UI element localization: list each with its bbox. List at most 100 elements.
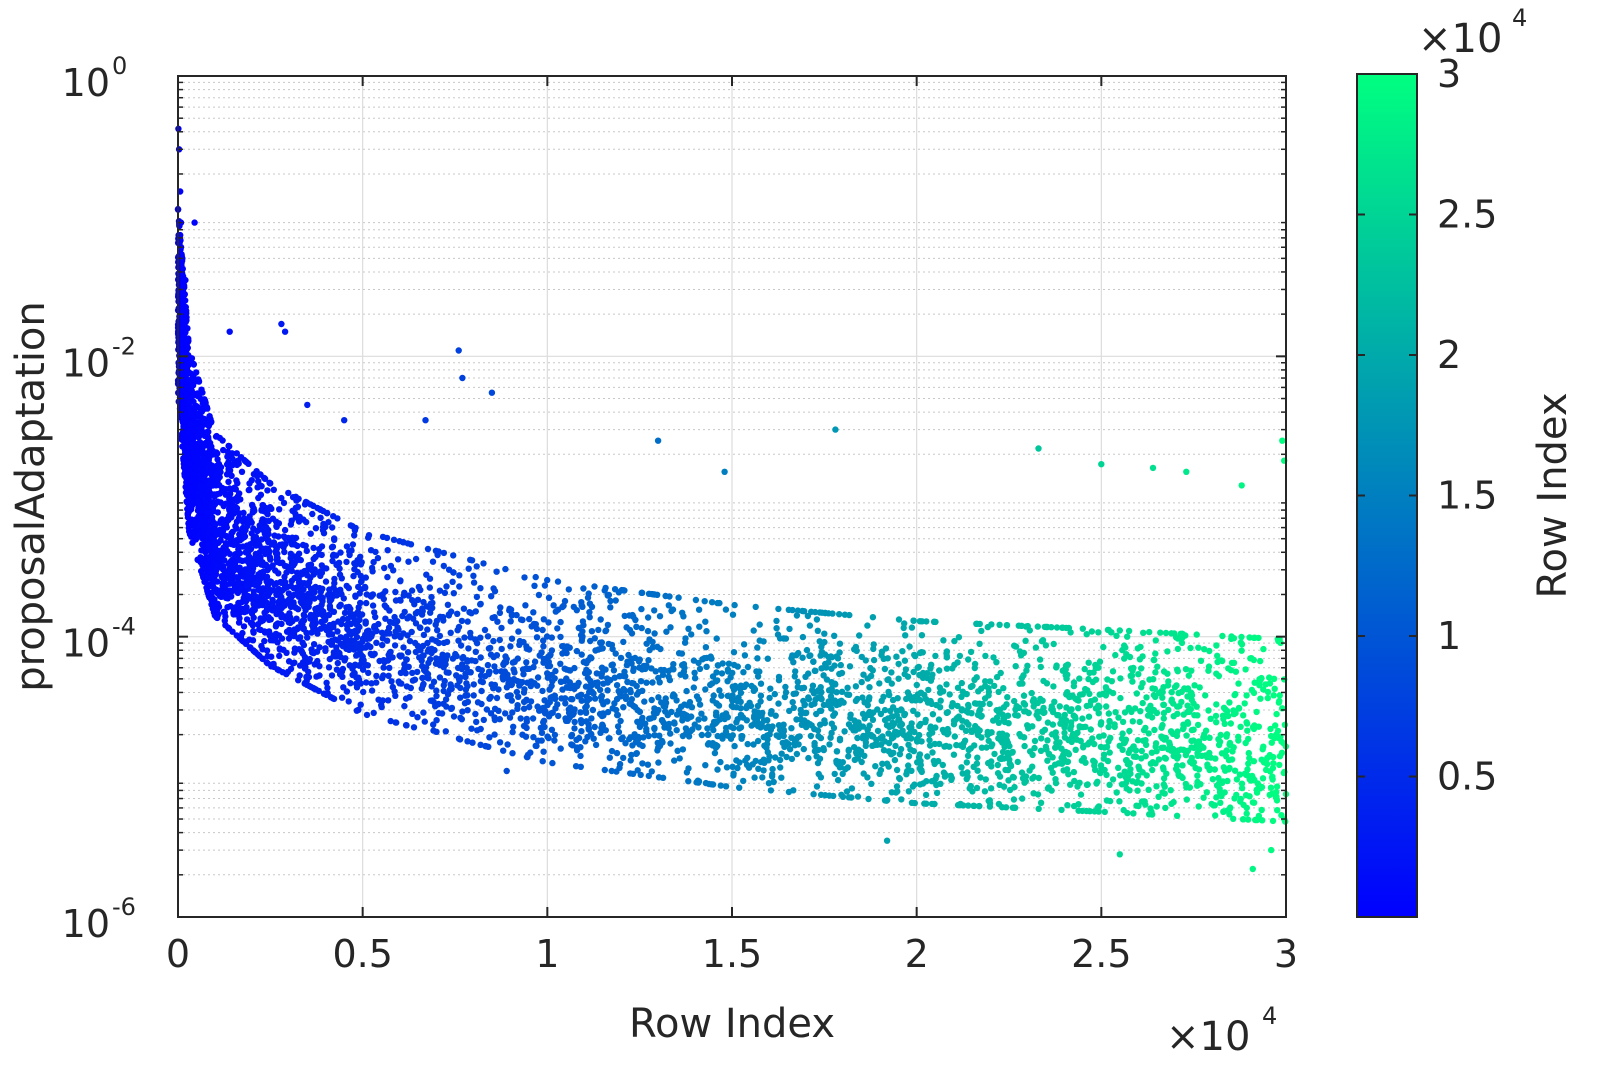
data-point bbox=[729, 732, 736, 739]
data-point bbox=[985, 797, 992, 805]
data-point bbox=[194, 432, 202, 440]
data-point bbox=[827, 693, 835, 700]
data-point bbox=[464, 618, 471, 625]
data-point bbox=[1020, 692, 1028, 699]
data-point bbox=[892, 742, 899, 750]
data-point bbox=[534, 703, 541, 710]
data-point bbox=[1138, 747, 1146, 755]
data-point bbox=[203, 428, 211, 436]
data-point bbox=[181, 458, 188, 465]
data-point bbox=[825, 659, 832, 666]
data-point bbox=[267, 616, 274, 623]
data-point bbox=[717, 758, 724, 766]
data-point bbox=[368, 687, 376, 694]
data-point bbox=[713, 718, 720, 726]
data-point bbox=[1203, 789, 1211, 796]
data-point bbox=[591, 635, 598, 642]
data-point bbox=[504, 671, 511, 678]
data-point bbox=[326, 605, 334, 612]
data-point bbox=[826, 741, 833, 748]
data-point bbox=[300, 611, 307, 618]
data-point bbox=[1001, 718, 1008, 726]
data-point bbox=[611, 674, 618, 681]
data-point bbox=[1075, 705, 1082, 712]
data-point bbox=[568, 731, 576, 739]
data-point bbox=[412, 648, 420, 656]
data-point bbox=[295, 591, 303, 598]
data-point bbox=[829, 610, 836, 617]
data-point bbox=[180, 316, 187, 323]
data-point bbox=[195, 378, 203, 385]
data-point bbox=[918, 767, 925, 774]
data-point bbox=[363, 591, 370, 598]
data-point bbox=[670, 691, 677, 698]
data-point bbox=[717, 782, 724, 789]
data-point bbox=[472, 710, 479, 718]
data-point bbox=[858, 678, 865, 686]
data-point bbox=[357, 553, 364, 560]
data-point bbox=[189, 470, 196, 477]
data-point bbox=[1010, 796, 1018, 803]
data-point bbox=[831, 770, 838, 778]
data-point bbox=[936, 740, 943, 748]
data-point bbox=[380, 672, 387, 679]
data-point bbox=[923, 618, 930, 625]
data-point bbox=[269, 515, 277, 522]
data-point bbox=[1034, 791, 1042, 798]
data-point bbox=[734, 764, 741, 772]
data-point bbox=[736, 784, 743, 791]
data-point bbox=[775, 673, 783, 681]
data-point bbox=[929, 729, 936, 736]
data-point bbox=[469, 739, 476, 746]
data-point bbox=[178, 325, 185, 333]
data-point bbox=[307, 530, 314, 537]
data-point bbox=[657, 645, 664, 653]
data-point bbox=[420, 598, 427, 606]
data-point bbox=[339, 673, 346, 680]
data-point bbox=[450, 552, 457, 559]
data-point bbox=[1031, 737, 1039, 745]
data-point bbox=[652, 708, 660, 716]
data-point bbox=[599, 722, 607, 730]
data-point bbox=[363, 711, 371, 719]
data-point bbox=[355, 604, 362, 611]
data-point bbox=[334, 659, 341, 667]
data-point bbox=[616, 760, 624, 768]
data-point bbox=[493, 568, 500, 575]
data-point bbox=[331, 575, 338, 583]
data-point bbox=[461, 634, 468, 641]
data-point bbox=[1007, 762, 1015, 770]
data-point bbox=[591, 583, 598, 590]
data-point bbox=[1049, 769, 1056, 776]
data-point bbox=[914, 664, 921, 671]
data-point bbox=[258, 507, 265, 514]
data-point bbox=[1257, 695, 1264, 702]
data-point bbox=[263, 629, 271, 636]
data-point bbox=[240, 528, 247, 535]
data-point bbox=[836, 640, 844, 647]
data-point bbox=[511, 669, 518, 676]
data-point bbox=[222, 500, 230, 507]
data-point bbox=[637, 678, 645, 685]
data-point bbox=[571, 718, 578, 726]
data-point bbox=[895, 616, 903, 623]
data-point bbox=[288, 562, 296, 569]
data-point bbox=[916, 751, 924, 758]
data-point bbox=[380, 595, 387, 603]
data-point bbox=[1077, 737, 1084, 745]
data-point bbox=[561, 695, 569, 702]
data-point bbox=[214, 578, 221, 585]
data-point bbox=[794, 607, 802, 614]
data-point bbox=[751, 774, 758, 781]
data-point bbox=[995, 719, 1002, 726]
data-point bbox=[401, 608, 408, 616]
data-point bbox=[472, 648, 479, 655]
data-point bbox=[274, 639, 281, 646]
data-point bbox=[685, 625, 692, 632]
data-point bbox=[621, 668, 628, 675]
data-point bbox=[460, 653, 467, 661]
data-point bbox=[202, 548, 209, 556]
data-point bbox=[316, 594, 323, 601]
data-point bbox=[456, 572, 463, 579]
data-point bbox=[380, 664, 387, 671]
